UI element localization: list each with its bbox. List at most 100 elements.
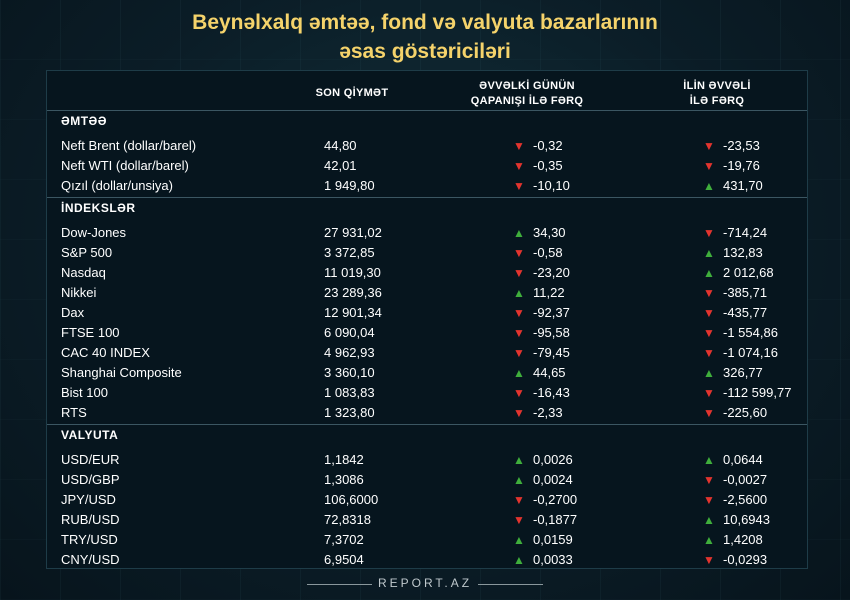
ytd-change-cell: ▲ 0,0644 (703, 450, 763, 470)
row-name: RUB/USD (61, 512, 120, 527)
triangle-up-icon: ▲ (513, 473, 525, 487)
triangle-down-icon: ▼ (513, 266, 525, 280)
table-row: Dow-Jones 27 931,02 ▲ 34,30 ▼ -714,24 (47, 223, 807, 243)
ytd-change-cell: ▼ -714,24 (703, 223, 767, 243)
row-last-price: 3 372,85 (324, 245, 375, 260)
section-divider (47, 424, 807, 425)
title-line-1: Beynəlxalq əmtəə, fond və valyuta bazarl… (192, 11, 658, 34)
daily-change-value: 34,30 (533, 225, 566, 240)
table-row: Nikkei 23 289,36 ▲ 11,22 ▼ -385,71 (47, 283, 807, 303)
ytd-change-cell: ▼ -435,77 (703, 303, 767, 323)
daily-change-cell: ▼ -10,10 (513, 176, 570, 196)
ytd-change-cell: ▼ -385,71 (703, 283, 767, 303)
daily-change-value: -2,33 (533, 405, 563, 420)
table-row: Shanghai Composite 3 360,10 ▲ 44,65 ▲ 326,77 (47, 363, 807, 383)
ytd-change-cell: ▲ 326,77 (703, 363, 763, 383)
row-last-price: 7,3702 (324, 532, 364, 547)
row-name: Bist 100 (61, 385, 108, 400)
daily-change-value: -0,32 (533, 138, 563, 153)
header-ytd-line-2: İLƏ FƏRQ (689, 95, 745, 107)
market-table: SON QİYMƏT ƏVVƏLKİ GÜNÜN QAPANIŞI İLƏ FƏ… (46, 70, 808, 569)
ytd-change-cell: ▲ 431,70 (703, 176, 763, 196)
daily-change-value: -10,10 (533, 178, 570, 193)
daily-change-cell: ▲ 0,0159 (513, 530, 573, 550)
daily-change-cell: ▲ 0,0033 (513, 550, 573, 570)
header-ytd-line-1: İLİN ƏVVƏLİ (683, 80, 751, 92)
daily-change-cell: ▲ 0,0026 (513, 450, 573, 470)
triangle-down-icon: ▼ (513, 406, 525, 420)
ytd-change-value: -19,76 (723, 158, 760, 173)
table-row: Nasdaq 11 019,30 ▼ -23,20 ▲ 2 012,68 (47, 263, 807, 283)
daily-change-value: -79,45 (533, 345, 570, 360)
table-row: Neft WTI (dollar/barel) 42,01 ▼ -0,35 ▼ -19,7… (47, 156, 807, 176)
ytd-change-value: -2,5600 (723, 492, 768, 507)
triangle-down-icon: ▼ (513, 306, 525, 320)
row-last-price: 23 289,36 (324, 285, 382, 300)
table-row: JPY/USD 106,6000 ▼ -0,2700 ▼ -2,5600 (47, 490, 807, 510)
daily-change-cell: ▲ 11,22 (513, 283, 565, 303)
ytd-change-value: 132,83 (723, 245, 763, 260)
daily-change-cell: ▼ -0,35 (513, 156, 563, 176)
row-name: S&P 500 (61, 245, 113, 260)
daily-change-cell: ▲ 34,30 (513, 223, 566, 243)
triangle-up-icon: ▲ (513, 553, 525, 567)
ytd-change-cell: ▼ -23,53 (703, 136, 760, 156)
section-divider (47, 197, 807, 198)
triangle-up-icon: ▲ (513, 366, 525, 380)
daily-change-cell: ▼ -16,43 (513, 383, 570, 403)
triangle-down-icon: ▼ (513, 246, 525, 260)
ytd-change-value: 431,70 (723, 178, 763, 193)
ytd-change-value: 326,77 (723, 365, 763, 380)
daily-change-value: -0,2700 (533, 492, 578, 507)
table-row: RTS 1 323,80 ▼ -2,33 ▼ -225,60 (47, 403, 807, 423)
row-name: USD/EUR (61, 452, 120, 467)
triangle-down-icon: ▼ (703, 386, 715, 400)
triangle-up-icon: ▲ (703, 246, 715, 260)
daily-change-cell: ▼ -0,32 (513, 136, 563, 156)
header-divider (47, 110, 807, 111)
row-last-price: 1,1842 (324, 452, 364, 467)
ytd-change-cell: ▲ 132,83 (703, 243, 763, 263)
row-name: Nikkei (61, 285, 97, 300)
table-row: USD/EUR 1,1842 ▲ 0,0026 ▲ 0,0644 (47, 450, 807, 470)
row-last-price: 6 090,04 (324, 325, 375, 340)
row-last-price: 1 083,83 (324, 385, 375, 400)
row-name: USD/GBP (61, 472, 120, 487)
row-last-price: 27 931,02 (324, 225, 382, 240)
table-row: Dax 12 901,34 ▼ -92,37 ▼ -435,77 (47, 303, 807, 323)
footer-line-right (478, 584, 543, 585)
ytd-change-value: 0,0644 (723, 452, 763, 467)
row-name: FTSE 100 (61, 325, 120, 340)
ytd-change-value: 10,6943 (723, 512, 770, 527)
row-name: Dow-Jones (61, 225, 127, 240)
triangle-up-icon: ▲ (703, 533, 715, 547)
ytd-change-cell: ▼ -0,0293 (703, 550, 767, 570)
ytd-change-value: -1 074,16 (723, 345, 778, 360)
ytd-change-value: -0,0293 (723, 552, 768, 567)
row-name: JPY/USD (61, 492, 116, 507)
triangle-down-icon: ▼ (703, 346, 715, 360)
triangle-down-icon: ▼ (703, 286, 715, 300)
daily-change-cell: ▲ 44,65 (513, 363, 566, 383)
ytd-change-cell: ▼ -0,0027 (703, 470, 767, 490)
table-row: S&P 500 3 372,85 ▼ -0,58 ▲ 132,83 (47, 243, 807, 263)
daily-change-value: 0,0024 (533, 472, 573, 487)
ytd-change-cell: ▼ -2,5600 (703, 490, 767, 510)
triangle-down-icon: ▼ (703, 406, 715, 420)
daily-change-value: 0,0159 (533, 532, 573, 547)
ytd-change-value: -385,71 (723, 285, 768, 300)
footer-brand: REPORT.AZ (377, 576, 473, 590)
triangle-down-icon: ▼ (513, 326, 525, 340)
triangle-up-icon: ▲ (703, 453, 715, 467)
triangle-down-icon: ▼ (513, 513, 525, 527)
triangle-down-icon: ▼ (513, 179, 525, 193)
footer-line-left (307, 584, 372, 585)
daily-change-value: -0,35 (533, 158, 563, 173)
ytd-change-value: -714,24 (723, 225, 768, 240)
triangle-up-icon: ▲ (703, 366, 715, 380)
triangle-down-icon: ▼ (703, 553, 715, 567)
header-daily-line-2: QAPANIŞI İLƏ FƏRQ (470, 95, 584, 107)
section-title: VALYUTA (61, 428, 119, 442)
daily-change-cell: ▼ -92,37 (513, 303, 570, 323)
row-name: Shanghai Composite (61, 365, 182, 380)
